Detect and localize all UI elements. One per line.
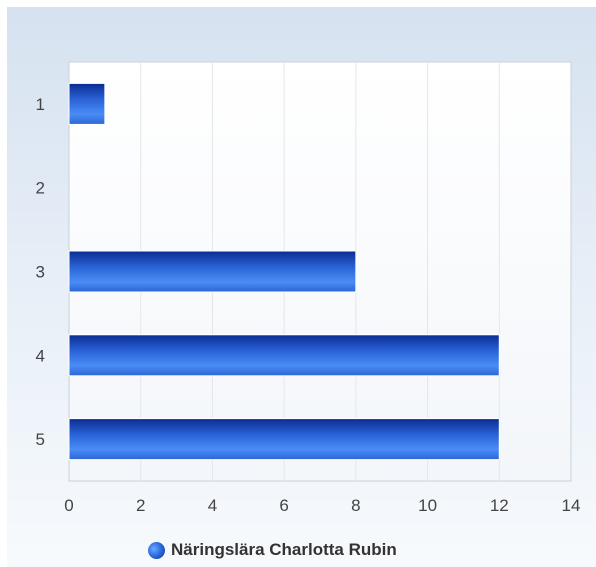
legend-label: Näringslära Charlotta Rubin bbox=[171, 540, 397, 559]
bar-5[interactable] bbox=[68, 418, 500, 461]
y-tick-label: 5 bbox=[36, 430, 45, 449]
bar-4[interactable] bbox=[68, 334, 500, 377]
bar-3[interactable] bbox=[68, 250, 357, 293]
x-tick-label: 0 bbox=[64, 496, 73, 515]
bar-1[interactable] bbox=[68, 82, 106, 125]
x-tick-label: 10 bbox=[418, 496, 437, 515]
legend-marker-icon bbox=[148, 541, 165, 559]
y-tick-label: 4 bbox=[36, 346, 45, 365]
y-tick-label: 2 bbox=[36, 179, 45, 198]
x-tick-label: 4 bbox=[208, 496, 217, 515]
legend[interactable]: Näringslära Charlotta Rubin bbox=[148, 540, 397, 560]
y-tick-label: 3 bbox=[36, 263, 45, 282]
x-tick-label: 8 bbox=[351, 496, 360, 515]
x-tick-label: 6 bbox=[279, 496, 288, 515]
y-tick-label: 1 bbox=[36, 95, 45, 114]
bar-layer bbox=[68, 82, 500, 461]
x-tick-label: 12 bbox=[490, 496, 509, 515]
x-tick-label: 2 bbox=[136, 496, 145, 515]
x-tick-label: 14 bbox=[562, 496, 581, 515]
